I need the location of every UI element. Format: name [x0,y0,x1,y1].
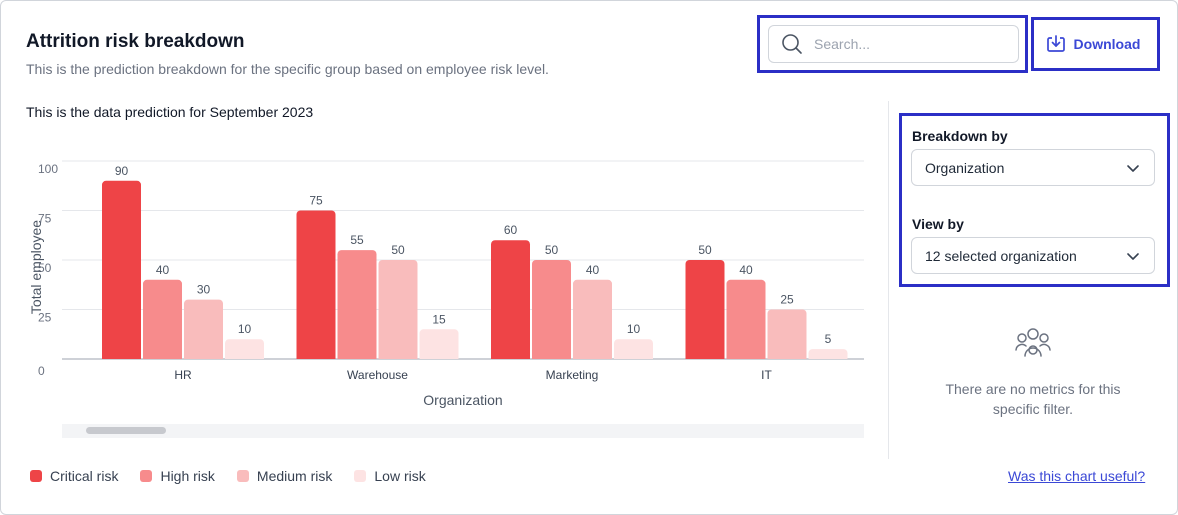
bar [685,260,725,359]
panel-divider [888,101,889,459]
y-tick-label: 0 [38,364,45,378]
data-label: 10 [627,322,641,336]
data-label: 90 [115,164,129,178]
legend-item-low: Low risk [354,468,426,484]
data-label: 15 [432,312,446,326]
empty-state: There are no metrics for this specific f… [911,324,1155,419]
legend-swatch-medium [236,470,249,482]
download-button[interactable]: Download [1033,25,1153,63]
y-tick-label: 100 [38,162,58,176]
search-icon [782,34,802,54]
chart-feedback-link[interactable]: Was this chart useful? [1008,468,1146,484]
search-highlight-box [757,15,1028,73]
bar [337,250,377,359]
search-input[interactable] [814,36,1004,52]
legend-label: Medium risk [256,468,333,484]
chart-caption: This is the data prediction for Septembe… [26,104,314,120]
breakdown-label: Breakdown by [912,128,1008,144]
data-label: 50 [545,243,559,257]
bar [532,260,571,359]
chevron-down-icon [1127,164,1139,172]
bar [102,180,141,359]
legend-label: Low risk [374,468,426,484]
legend-swatch-high [140,470,153,482]
y-tick-label: 75 [38,212,52,226]
page-subtitle: This is the prediction breakdown for the… [26,61,549,77]
data-label: 75 [309,194,323,208]
legend-item-critical: Critical risk [30,468,118,484]
data-label: 50 [391,243,405,257]
bar [491,240,530,359]
bar [767,309,807,359]
bar [143,279,182,359]
bar [378,260,418,359]
data-label: 5 [825,332,832,346]
legend-item-medium: Medium risk [236,468,333,484]
bar [225,339,264,359]
bar [296,210,336,359]
legend-label: Critical risk [50,468,119,484]
search-field[interactable] [768,25,1019,63]
legend-label: High risk [160,468,215,484]
legend-swatch-critical [30,470,42,482]
bar-chart: 0 25 50 75 100 90 40 30 10 HR 75 55 50 15 Warehouse 60 5… [28,160,864,408]
data-label: 30 [197,283,211,297]
data-label: 60 [504,223,518,237]
bar [184,299,223,359]
bar [726,279,766,359]
data-label: 50 [698,243,712,257]
view-by-select[interactable]: 12 selected organization [911,237,1155,274]
breakdown-select[interactable]: Organization [911,149,1155,186]
x-tick-label: Marketing [546,368,599,382]
data-label: 10 [238,322,252,336]
page-title: Attrition risk breakdown [26,31,245,52]
download-highlight-box [1031,17,1160,71]
bar [419,329,459,359]
data-label: 40 [586,263,600,277]
y-tick-label: 50 [38,261,52,275]
download-label: Download [1073,36,1141,52]
data-label: 55 [350,233,364,247]
view-by-label: View by [912,216,964,232]
bar [573,279,612,359]
chart-scrollbar[interactable] [62,424,864,438]
x-tick-label: Warehouse [347,368,408,382]
y-tick-label: 25 [38,311,52,325]
chevron-down-icon [1127,252,1139,260]
y-axis-title: Total employee [28,220,44,314]
x-axis-title: Organization [423,392,502,408]
chart-scrollbar-thumb[interactable] [86,427,166,434]
data-label: 25 [780,293,794,307]
users-icon [1015,328,1051,357]
filters-highlight-box [899,113,1170,287]
chart-legend: Critical risk High risk Medium risk Low … [30,468,426,484]
legend-swatch-low [354,470,367,482]
bar [808,349,848,359]
download-icon [1046,35,1065,52]
view-by-value: 12 selected organization [925,247,1077,264]
empty-state-text: There are no metrics for this specific f… [945,381,1121,417]
x-tick-label: IT [761,368,772,382]
breakdown-value: Organization [925,159,1005,176]
legend-item-high: High risk [140,468,215,484]
data-label: 40 [156,263,170,277]
x-tick-label: HR [174,368,192,382]
data-label: 40 [739,263,753,277]
bar [614,339,653,359]
